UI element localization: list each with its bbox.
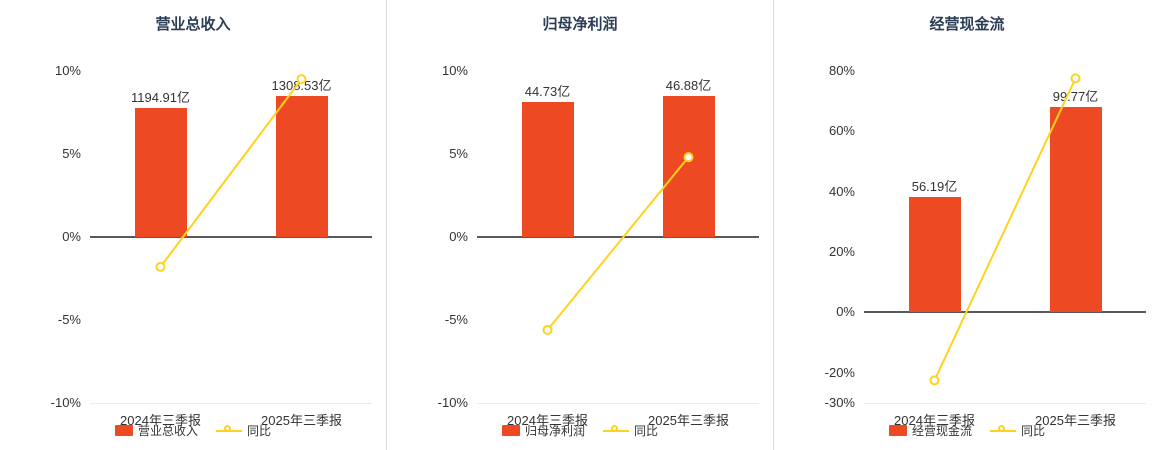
bar-value-label: 56.19亿 [911,178,958,194]
line-marker [929,375,940,386]
bar [275,95,328,237]
line-legend-swatch [990,425,1016,437]
chart-title: 营业总收入 [155,16,231,33]
legend-label: 同比 [1021,424,1046,438]
y-axis-tick-label: 5% [62,146,81,161]
line-marker [542,324,553,335]
x-axis-category-label: 2025年三季报 [648,413,729,428]
y-axis-tick-label: 0% [836,304,855,320]
x-axis-category-label: 2025年三季报 [1035,413,1116,428]
chart-title: 归母净利润 [542,16,618,33]
y-axis-tick-label: 40% [828,183,855,199]
y-axis-tick-label: 10% [441,63,468,78]
legend-label: 同比 [247,424,272,438]
y-axis-tick-label: 0% [449,229,468,244]
chart-panel-revenue: 营业总收入 10% 5% 0% -5% -10% 1194.91亿 2024年三季报 1308… [0,0,386,450]
legend-item-bar: 经营现金流 [888,422,972,439]
chart-panel-operating-cash-flow: 经营现金流 80% 60% 40% 20% 0% -20% -30% 56.19亿 2024年三… [773,0,1160,450]
legend-label: 归母净利润 [524,424,585,438]
line-legend-marker [223,425,231,432]
plot-area: 10% 5% 0% -5% -10% 1194.91亿 2024年三季报 1308.53亿 20… [51,63,372,428]
legend-label: 营业总收入 [137,424,198,438]
y-axis-tick-label: -10% [437,395,468,410]
plot-area: 10% 5% 0% -5% -10% 44.73亿 2024年三季报 46.88亿 2025年三… [438,63,759,428]
line-legend-swatch [216,425,242,437]
legend-item-line: 同比 [990,422,1045,439]
line-marker [296,74,307,85]
chart-legend: 经营现金流 同比 [774,422,1160,439]
line-legend-swatch [603,425,629,437]
x-axis-category-label: 2025年三季报 [261,413,342,428]
y-axis-tick-label: 10% [54,63,81,78]
bar [134,108,187,237]
bar-value-label: 1194.91亿 [130,90,191,106]
bar [662,95,715,237]
x-axis-category-label: 2024年三季报 [894,413,975,428]
legend-item-bar: 归母净利润 [501,422,585,439]
y-axis-tick-label: -5% [57,312,81,327]
y-axis-tick-label: -10% [50,395,81,410]
bar [908,196,961,313]
bar-legend-swatch [114,425,133,436]
yoy-line [542,152,694,335]
legend-label: 经营现金流 [911,424,972,438]
line-legend-marker [997,425,1005,432]
y-axis-tick-label: 60% [828,123,855,139]
zero-axis-line [477,236,759,238]
zero-axis-line [864,311,1146,314]
bar-legend-swatch [501,425,520,436]
yoy-line [929,73,1081,386]
y-axis-tick-label: 80% [828,63,855,78]
line-marker [155,261,166,272]
bar-legend-swatch [888,425,907,436]
bar-value-label: 44.73亿 [524,84,571,100]
y-axis-tick-label: -20% [824,364,855,380]
bar-value-label: 1308.53亿 [271,77,332,93]
x-axis-category-label: 2024年三季报 [120,413,201,428]
zero-axis-line [90,236,372,238]
chart-title: 经营现金流 [929,16,1005,33]
y-axis-tick-label: 20% [828,244,855,260]
legend-item-line: 同比 [603,422,658,439]
bar [1049,107,1102,313]
chart-legend: 归母净利润 同比 [387,422,773,439]
line-legend-marker [610,425,618,432]
bar-value-label: 46.88亿 [665,77,712,93]
bar [521,102,574,237]
x-axis-category-label: 2024年三季报 [507,413,588,428]
chart-panel-net-profit: 归母净利润 10% 5% 0% -5% -10% 44.73亿 2024年三季报 46.88亿… [386,0,773,450]
y-axis-tick-label: 0% [62,229,81,244]
line-marker [1070,73,1081,84]
line-marker [683,152,694,163]
plot-area: 80% 60% 40% 20% 0% -20% -30% 56.19亿 2024年三季报 99.7… [825,63,1146,428]
legend-item-bar: 营业总收入 [114,422,198,439]
chart-legend: 营业总收入 同比 [0,422,386,439]
y-axis-tick-label: -5% [444,312,468,327]
legend-item-line: 同比 [216,422,271,439]
y-axis-tick-label: -30% [824,395,855,410]
yoy-line [155,74,307,272]
y-axis-tick-label: 5% [449,146,468,161]
legend-label: 同比 [634,424,659,438]
